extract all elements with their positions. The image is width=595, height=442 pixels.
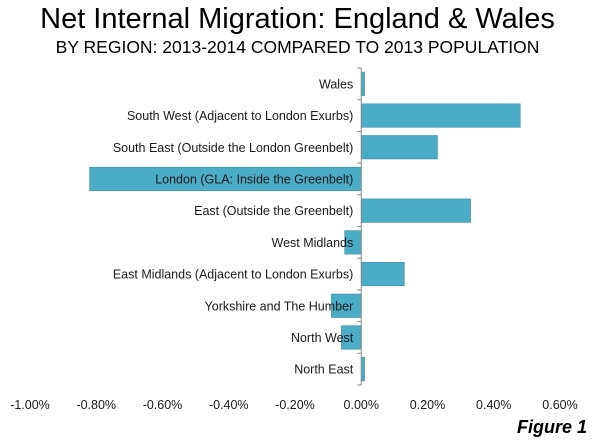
category-label: South East (Outside the London Greenbelt… (113, 141, 353, 155)
tick-labels-group: -1.00% -0.80% -0.60% -0.40% -0.20% 0.00% 0.20%… (10, 398, 578, 412)
axes-group (357, 67, 362, 386)
x-tick-label: 0.60% (542, 398, 577, 412)
chart-subtitle: BY REGION: 2013-2014 COMPARED TO 2013 PO… (55, 37, 540, 57)
bar-1 (360, 103, 521, 128)
category-label: East (Outside the Greenbelt) (194, 204, 353, 218)
category-label: Wales (319, 77, 353, 91)
category-label: North East (294, 363, 354, 377)
bar-6 (360, 262, 405, 287)
category-label: West Midlands (272, 236, 354, 250)
x-tick-label: -0.60% (143, 398, 183, 412)
category-label: North West (291, 331, 354, 345)
category-label: South West (Adjacent to London Exurbs) (127, 109, 353, 123)
bar-2 (360, 135, 438, 160)
category-label: East Midlands (Adjacent to London Exurbs… (113, 268, 353, 282)
figure-label: Figure 1 (516, 417, 587, 437)
x-tick-label: 0.20% (410, 398, 445, 412)
bars-group (89, 71, 521, 382)
x-tick-label: -0.80% (76, 398, 116, 412)
x-tick-label: 0.40% (476, 398, 511, 412)
x-tick-label: -1.00% (10, 398, 50, 412)
category-label: London (GLA: Inside the Greenbelt) (155, 172, 353, 186)
category-label: Yorkshire and The Humber (205, 299, 354, 313)
chart-title: Net Internal Migration: England & Wales (40, 3, 555, 35)
x-tick-label: 0.00% (344, 398, 379, 412)
bar-4 (360, 198, 471, 223)
x-tick-label: -0.20% (275, 398, 315, 412)
category-labels-group: Wales South West (Adjacent to London Exur… (113, 77, 354, 376)
x-tick-label: -0.40% (209, 398, 249, 412)
